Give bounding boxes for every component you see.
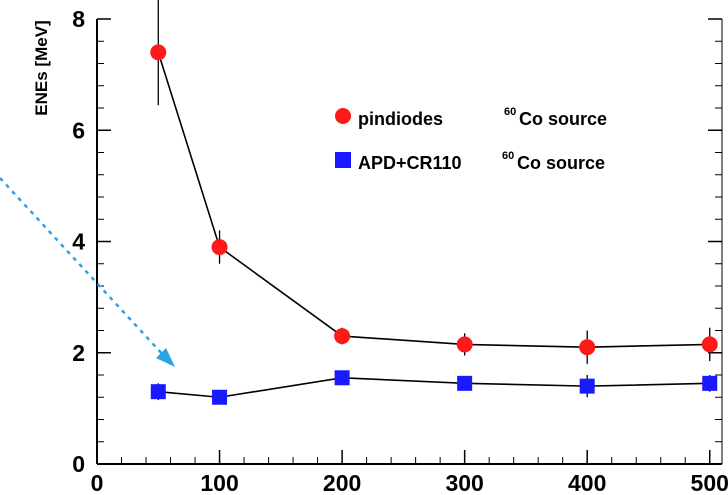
data-point (579, 339, 596, 356)
y-axis-title: ENEs [MeV] (32, 20, 51, 115)
data-point (701, 336, 718, 353)
arrow-shaft (0, 177, 166, 358)
series-line (158, 376, 710, 399)
legend-isotope-mass: 60 (504, 106, 516, 118)
y-tick-label: 8 (72, 6, 85, 32)
data-point (150, 384, 166, 400)
legend-series-suffix: Co source (519, 109, 607, 129)
x-tick-label: 300 (445, 470, 483, 495)
y-tick-label: 6 (72, 117, 85, 143)
data-point (334, 328, 351, 345)
data-point (150, 44, 167, 61)
data-point (334, 370, 350, 386)
annotation-arrow (0, 177, 175, 367)
series-apd-cr110 (150, 370, 718, 405)
legend-marker (335, 108, 351, 124)
x-tick-label: 500 (691, 470, 728, 495)
legend-series-name: pindiodes (358, 109, 443, 129)
data-series (150, 0, 718, 405)
series-pindiodes (150, 0, 718, 364)
data-point (211, 239, 228, 256)
y-tick-label: 4 (72, 229, 85, 255)
x-tick-label: 400 (568, 470, 606, 495)
data-point (212, 389, 228, 405)
y-tick-label: 0 (72, 451, 85, 477)
x-tick-label: 0 (91, 470, 104, 495)
axis-ticks: 0 2 4 6 8 0 100 200 300 400 500 (72, 6, 728, 495)
legend-marker (335, 152, 351, 168)
legend-isotope-mass: 60 (502, 150, 514, 162)
arrow-head (156, 348, 175, 367)
data-point (579, 378, 595, 394)
x-tick-label: 100 (200, 470, 238, 495)
series-line (157, 52, 710, 348)
data-point (456, 336, 473, 353)
x-tick-label: 200 (323, 470, 361, 495)
legend-series-name: APD+CR110 (358, 153, 462, 173)
legend-series-suffix: Co source (517, 153, 605, 173)
plot-frame (96, 19, 723, 465)
data-point (457, 375, 473, 391)
y-tick-label: 2 (72, 340, 85, 366)
data-point (702, 375, 718, 391)
